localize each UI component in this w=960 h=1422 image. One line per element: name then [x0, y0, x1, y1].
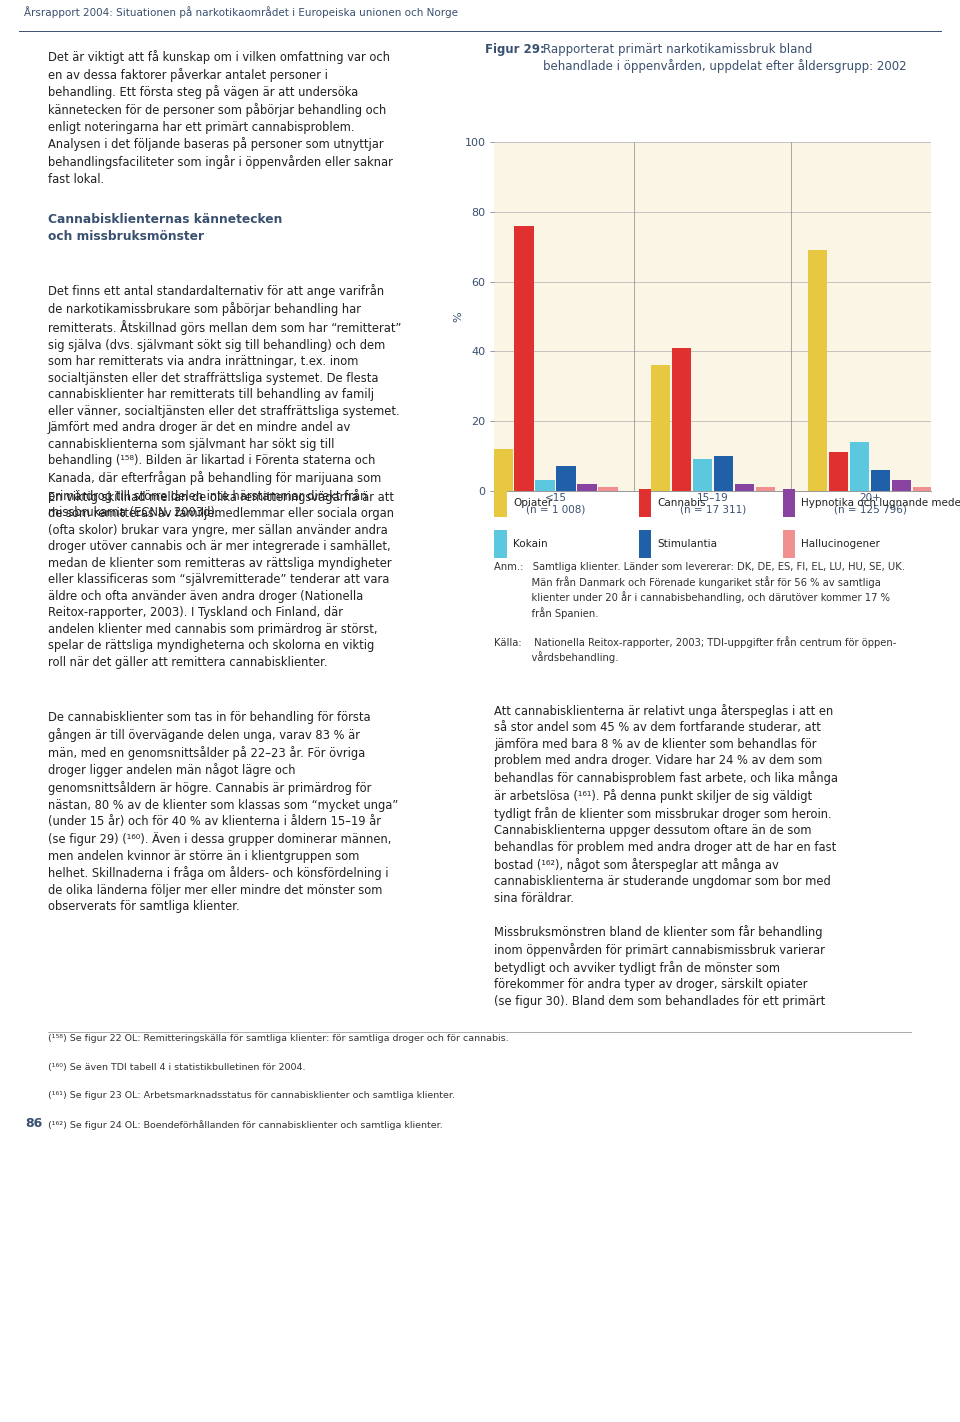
Text: En viktig skillnad mellan de olika remitteringsvägarna är att
de som remitteras : En viktig skillnad mellan de olika remit…	[48, 491, 394, 668]
Text: (¹⁶²) Se figur 24 OL: Boendeförhållanden för cannabisklienter och samtliga klien: (¹⁶²) Se figur 24 OL: Boendeförhållanden…	[48, 1121, 443, 1130]
Text: Figur 29:: Figur 29:	[485, 43, 544, 55]
Y-axis label: %: %	[453, 311, 463, 321]
Text: Årsrapport 2004: Situationen på narkotikaområdet i Europeiska unionen och Norge: Årsrapport 2004: Situationen på narkotik…	[24, 6, 458, 18]
Bar	[515, 226, 534, 491]
Bar	[713, 455, 732, 491]
Text: Det är viktigt att få kunskap om i vilken omfattning var och
en av dessa faktore: Det är viktigt att få kunskap om i vilke…	[48, 50, 393, 186]
Bar	[782, 530, 795, 557]
Text: Cannabis: Cannabis	[658, 498, 706, 508]
Bar	[493, 449, 513, 491]
Bar	[850, 442, 869, 491]
Bar	[892, 481, 911, 491]
Bar	[734, 483, 754, 491]
Text: Det finns ett antal standardalternativ för att ange varifrån
de narkotikamissbru: Det finns ett antal standardalternativ f…	[48, 284, 401, 519]
Bar	[536, 481, 555, 491]
Bar	[782, 489, 795, 518]
Text: (¹⁶¹) Se figur 23 OL: Arbetsmarknadsstatus för cannabisklienter och samtliga kli: (¹⁶¹) Se figur 23 OL: Arbetsmarknadsstat…	[48, 1092, 455, 1101]
Text: Hypnotika och lugnande medel: Hypnotika och lugnande medel	[802, 498, 960, 508]
Bar	[828, 452, 849, 491]
Bar	[494, 530, 507, 557]
Bar	[913, 488, 932, 491]
Text: Rapporterat primärt narkotikamissbruk bland
behandlade i öppenvården, uppdelat e: Rapporterat primärt narkotikamissbruk bl…	[542, 43, 906, 74]
Bar	[598, 488, 617, 491]
Bar	[494, 489, 507, 518]
Bar	[651, 365, 670, 491]
Text: Källa:    Nationella Reitox-rapporter, 2003; TDI-uppgifter från centrum för öppe: Källa: Nationella Reitox-rapporter, 2003…	[494, 636, 897, 664]
Bar	[638, 530, 651, 557]
Text: Kokain: Kokain	[514, 539, 548, 549]
Bar	[577, 483, 597, 491]
Text: Hallucinogener: Hallucinogener	[802, 539, 880, 549]
Bar	[871, 469, 890, 491]
Text: Opiater: Opiater	[514, 498, 552, 508]
Text: 86: 86	[25, 1116, 42, 1130]
Bar	[756, 488, 775, 491]
Text: Att cannabisklienterna är relativt unga återspeglas i att en
så stor andel som 4: Att cannabisklienterna är relativt unga …	[494, 704, 838, 1008]
Text: De cannabisklienter som tas in för behandling för första
gången är till överväga: De cannabisklienter som tas in för behan…	[48, 711, 398, 913]
Text: Stimulantia: Stimulantia	[658, 539, 717, 549]
Text: Cannabisklienternas kännetecken
och missbruksmönster: Cannabisklienternas kännetecken och miss…	[48, 213, 282, 243]
Bar	[638, 489, 651, 518]
Text: Anm.:   Samtliga klienter. Länder som levererar: DK, DE, ES, FI, EL, LU, HU, SE,: Anm.: Samtliga klienter. Länder som leve…	[494, 562, 905, 620]
Bar	[808, 250, 828, 491]
Bar	[693, 459, 712, 491]
Text: (¹⁵⁸) Se figur 22 OL: Remitteringskälla för samtliga klienter: för samtliga drog: (¹⁵⁸) Se figur 22 OL: Remitteringskälla …	[48, 1034, 509, 1042]
Bar	[557, 466, 576, 491]
Text: (¹⁶⁰) Se även TDI tabell 4 i statistikbulletinen för 2004.: (¹⁶⁰) Se även TDI tabell 4 i statistikbu…	[48, 1062, 305, 1072]
Bar	[672, 348, 691, 491]
